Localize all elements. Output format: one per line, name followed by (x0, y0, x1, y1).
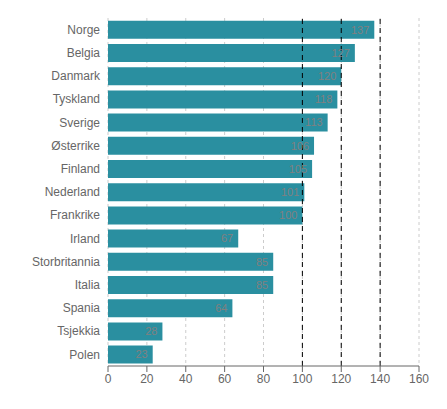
svg-text:0: 0 (105, 372, 112, 386)
svg-text:Finland: Finland (61, 162, 100, 176)
svg-text:Polen: Polen (69, 348, 100, 362)
svg-text:137: 137 (351, 24, 369, 36)
svg-text:20: 20 (140, 372, 154, 386)
svg-text:Belgia: Belgia (67, 46, 101, 60)
svg-text:113: 113 (305, 116, 323, 128)
svg-text:23: 23 (135, 348, 147, 360)
svg-text:85: 85 (256, 256, 268, 268)
svg-text:Østerrike: Østerrike (51, 139, 100, 153)
svg-text:Spania: Spania (63, 301, 101, 315)
svg-text:105: 105 (289, 163, 307, 175)
svg-text:106: 106 (291, 140, 309, 152)
svg-text:80: 80 (257, 372, 271, 386)
svg-text:100: 100 (292, 372, 312, 386)
svg-text:67: 67 (221, 232, 233, 244)
svg-text:Italia: Italia (75, 278, 101, 292)
svg-text:Nederland: Nederland (45, 185, 100, 199)
svg-text:Norge: Norge (67, 23, 100, 37)
svg-text:140: 140 (370, 372, 390, 386)
svg-text:120: 120 (331, 372, 351, 386)
svg-text:60: 60 (218, 372, 232, 386)
svg-text:Storbritannia: Storbritannia (32, 255, 100, 269)
svg-text:Sverige: Sverige (59, 116, 100, 130)
svg-text:127: 127 (331, 47, 349, 59)
svg-text:Irland: Irland (70, 232, 100, 246)
svg-text:118: 118 (315, 93, 333, 105)
svg-text:160: 160 (409, 372, 429, 386)
svg-text:64: 64 (215, 302, 227, 314)
svg-text:101: 101 (281, 186, 299, 198)
svg-text:40: 40 (179, 372, 193, 386)
svg-text:Tsjekkia: Tsjekkia (57, 324, 100, 338)
svg-text:Frankrike: Frankrike (50, 208, 100, 222)
svg-text:100: 100 (279, 209, 297, 221)
svg-text:28: 28 (145, 325, 157, 337)
svg-text:85: 85 (256, 279, 268, 291)
svg-text:Danmark: Danmark (51, 69, 101, 83)
svg-text:Tyskland: Tyskland (53, 92, 100, 106)
svg-text:120: 120 (318, 70, 336, 82)
